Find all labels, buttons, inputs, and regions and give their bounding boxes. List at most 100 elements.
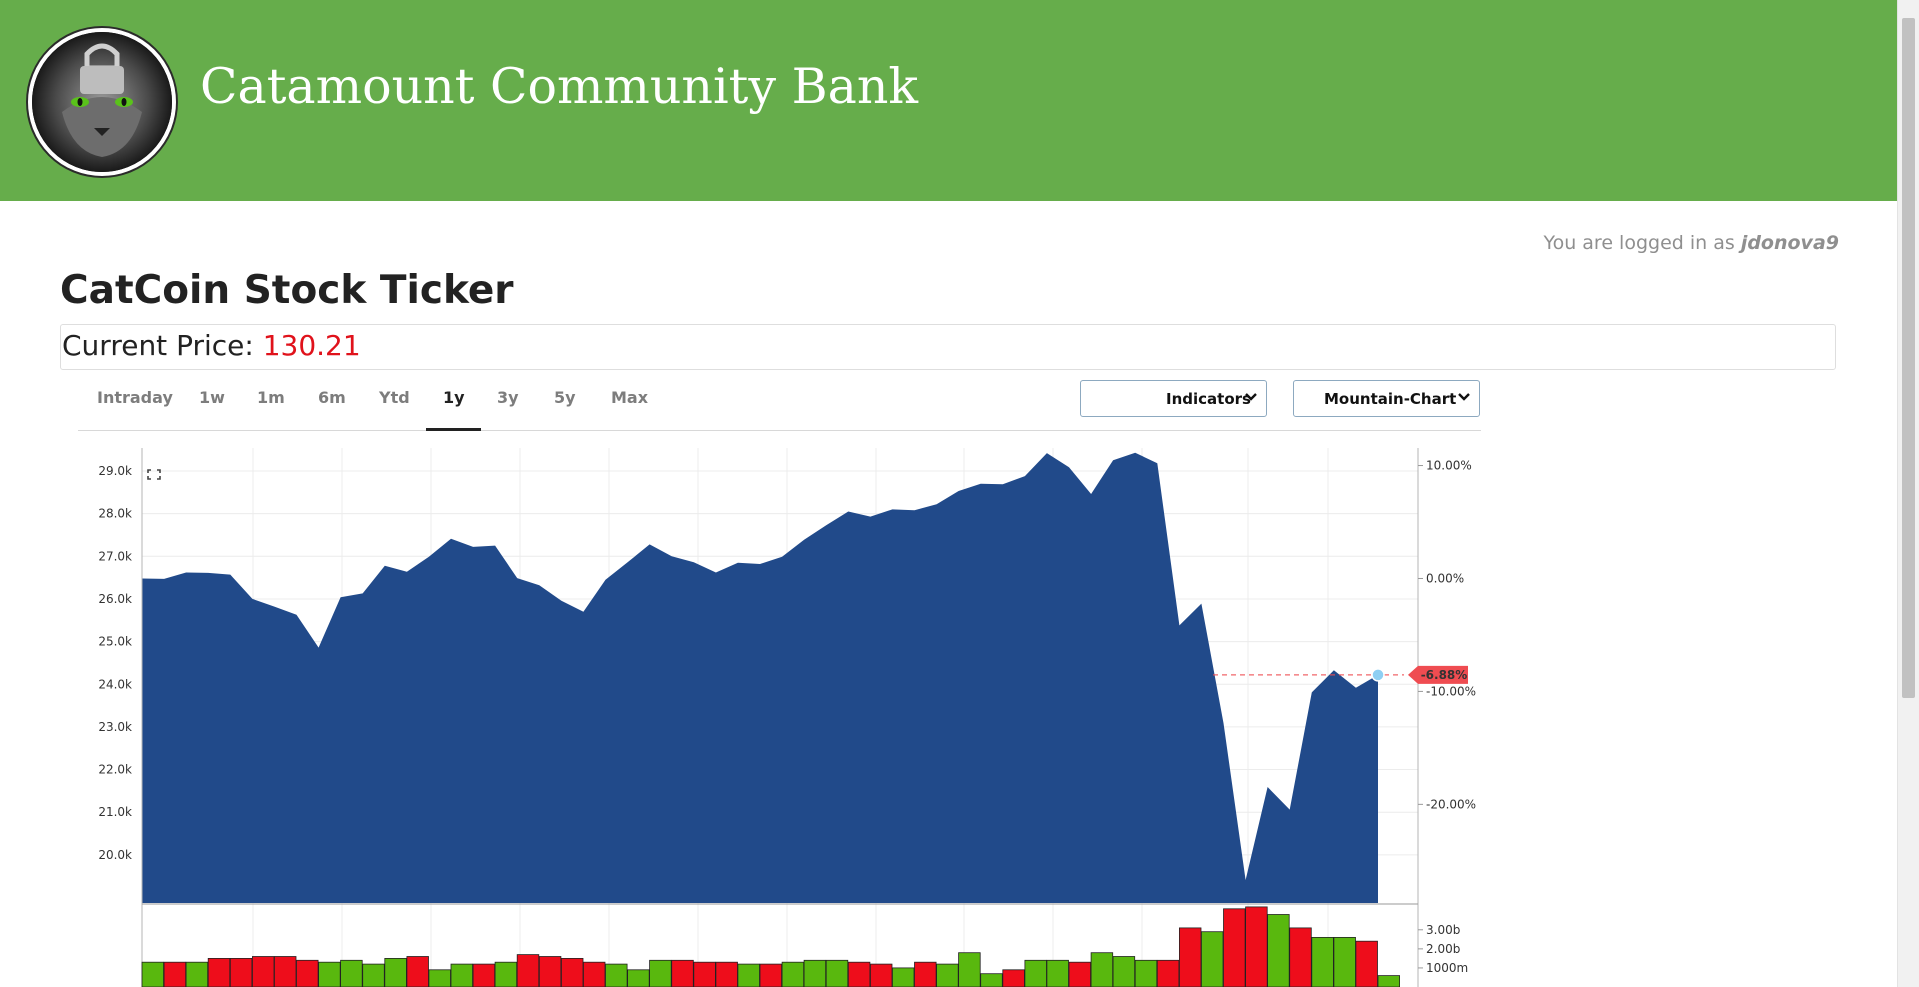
volume-bar [759, 963, 783, 987]
volume-bar [1289, 927, 1312, 987]
login-prefix: You are logged in as [1543, 232, 1741, 254]
volume-bar [582, 961, 606, 987]
volume-bar [1156, 959, 1180, 987]
y-tick-label: 25.0k [98, 635, 132, 649]
tab-3y[interactable]: 3y [497, 388, 519, 407]
chart-type-label: Mountain-Chart [1324, 390, 1457, 408]
tab-1w[interactable]: 1w [199, 388, 225, 407]
volume-bar [1377, 975, 1401, 987]
volume-bar [141, 961, 165, 987]
volume-bar [1090, 952, 1114, 987]
y-tick-label: 24.0k [98, 677, 132, 691]
expand-icon[interactable] [147, 469, 161, 480]
volume-bar [847, 961, 871, 987]
last-change-badge [1408, 665, 1468, 684]
volume-bar [1311, 936, 1334, 987]
volume-tick-label: 2.00b [1426, 942, 1460, 956]
site-header: Catamount Community Bank [0, 0, 1898, 201]
price-chart[interactable]: 29.0k 28.0k 27.0k 26.0k 25.0k 24.0k 23.0k 22.0k… [78, 440, 1481, 987]
volume-bar [914, 961, 937, 987]
volume-bar [715, 961, 738, 987]
last-price-dot [1371, 668, 1385, 682]
volume-bar [273, 956, 297, 987]
catamount-logo[interactable] [28, 28, 176, 176]
page-title: CatCoin Stock Ticker [60, 268, 514, 313]
volume-bar [560, 958, 584, 987]
tab-1y[interactable]: 1y [443, 388, 465, 407]
volume-bar [737, 963, 760, 987]
volume-bar [251, 956, 275, 987]
tab-6m[interactable]: 6m [318, 388, 346, 407]
y-tick-label: 29.0k [98, 464, 132, 478]
current-price-value: 130.21 [262, 329, 361, 362]
login-username: jdonova9 [1740, 232, 1839, 254]
volume-bar [1223, 908, 1246, 987]
volume-bar [671, 959, 694, 987]
current-price-label: Current Price: [62, 329, 263, 362]
price-chart-svg[interactable]: 29.0k 28.0k 27.0k 26.0k 25.0k 24.0k 23.0k 22.0k… [78, 440, 1481, 987]
chevron-down-icon [1245, 393, 1257, 401]
volume-bar [1046, 959, 1069, 987]
pct-tick-label: 0.00% [1426, 571, 1464, 585]
tab-max[interactable]: Max [611, 388, 649, 407]
volume-bar [892, 967, 915, 987]
scrollbar-thumb[interactable] [1902, 18, 1915, 698]
tab-5y[interactable]: 5y [554, 388, 576, 407]
volume-bar [516, 954, 540, 987]
volume-bar [627, 969, 650, 987]
volume-bar [1179, 927, 1202, 987]
indicators-label: Indicators [1166, 390, 1251, 408]
volume-bar [693, 961, 716, 987]
time-range-tabs: Intraday 1w 1m 6m Ytd 1y 3y 5y Max [78, 370, 1481, 431]
volume-bar [428, 969, 451, 987]
volume-bar [1267, 914, 1290, 987]
y-tick-label: 21.0k [98, 805, 132, 819]
tab-1m[interactable]: 1m [257, 388, 285, 407]
volume-bar [406, 956, 429, 987]
volume-bar [1134, 959, 1158, 987]
bank-name: Catamount Community Bank [200, 58, 919, 115]
last-change-label: -6.88% [1421, 668, 1468, 682]
tab-ytd[interactable]: Ytd [379, 388, 410, 407]
volume-bar [207, 958, 231, 987]
volume-bar [649, 959, 672, 987]
y-tick-label: 27.0k [98, 549, 132, 563]
volume-bar [1333, 936, 1356, 987]
volume-bar [362, 963, 385, 987]
y-tick-label: 22.0k [98, 763, 132, 777]
volume-bar [870, 963, 893, 987]
tab-intraday[interactable]: Intraday [97, 388, 173, 407]
volume-bar [1201, 931, 1224, 987]
volume-bar [1245, 906, 1268, 987]
current-price: Current Price: 130.21 [62, 329, 361, 362]
volume-bar [472, 963, 496, 987]
volume-bar [1355, 940, 1378, 987]
volume-bar [296, 959, 319, 987]
volume-bar [958, 952, 981, 987]
login-status: You are logged in as jdonova9 [1544, 232, 1840, 254]
volume-bar [494, 961, 518, 987]
volume-bar [185, 961, 209, 987]
volume-bar [1068, 961, 1092, 987]
indicators-dropdown[interactable]: Indicators [1080, 380, 1267, 417]
page-scrollbar[interactable] [1897, 0, 1919, 987]
volume-bar [229, 958, 253, 987]
volume-bar [605, 963, 628, 987]
volume-bar [163, 961, 187, 987]
volume-bar [825, 959, 849, 987]
volume-bar [340, 959, 363, 987]
volume-bar [1024, 959, 1047, 987]
volume-bar [781, 961, 805, 987]
volume-bar [980, 973, 1003, 987]
active-tab-indicator [426, 428, 481, 431]
volume-tick-label: 1000m [1426, 961, 1468, 975]
y-tick-label: 23.0k [98, 720, 132, 734]
volume-bar [1112, 956, 1136, 987]
y-tick-label: 28.0k [98, 507, 132, 521]
pct-tick-label: 10.00% [1426, 459, 1472, 473]
volume-bar [384, 958, 407, 987]
price-area [142, 452, 1378, 903]
chevron-down-icon [1458, 393, 1470, 401]
chart-type-dropdown[interactable]: Mountain-Chart [1293, 380, 1480, 417]
y-tick-label: 20.0k [98, 848, 132, 862]
